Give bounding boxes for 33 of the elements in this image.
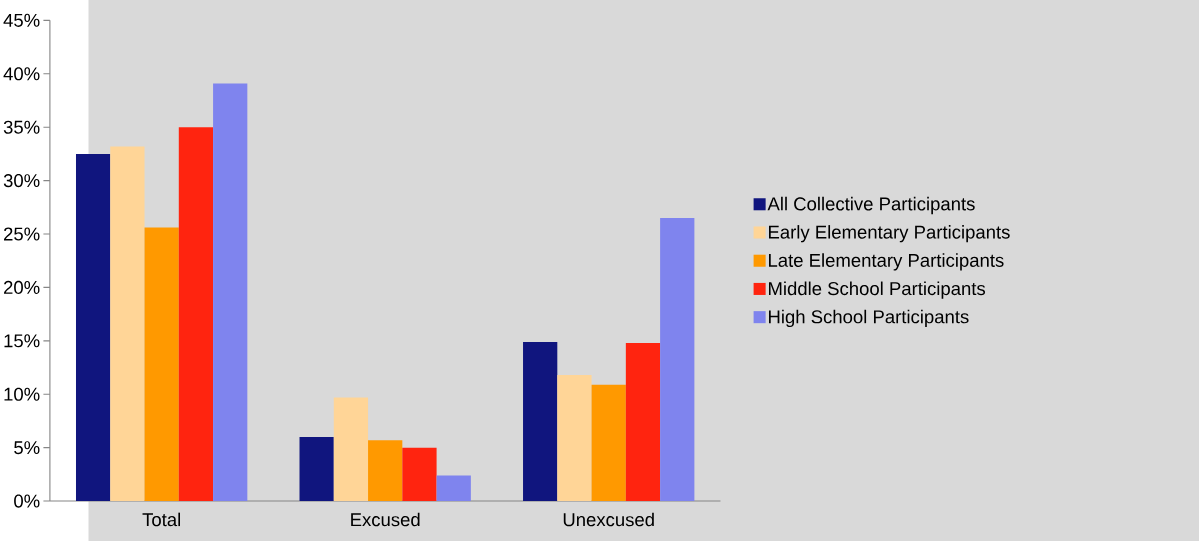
bar [178, 127, 214, 502]
bar [436, 475, 471, 502]
bar [557, 375, 592, 502]
legend-label: Middle School Participants [769, 281, 986, 299]
bar [402, 447, 437, 502]
y-tick-label: 15% [4, 334, 40, 348]
x-tick-label: Excused [351, 512, 420, 527]
x-tick-label: Total [142, 512, 181, 527]
bar [523, 341, 558, 502]
bar [591, 384, 626, 502]
bar [625, 343, 661, 502]
y-tick-label: 0% [14, 494, 40, 508]
bar [368, 440, 403, 502]
legend-label: Early Elementary Participants [769, 225, 1010, 243]
bar [144, 227, 179, 502]
bar [660, 218, 695, 502]
x-tick-label: Unexcused [563, 512, 654, 527]
bar [213, 83, 248, 502]
y-tick-label: 30% [3, 174, 40, 188]
bar [75, 153, 111, 502]
y-tick-label: 45% [3, 13, 40, 27]
y-tick-label: 25% [4, 227, 40, 241]
bar [110, 146, 145, 502]
y-tick-label: 10% [4, 387, 40, 401]
y-tick-label: 35% [3, 120, 40, 134]
legend-label: Late Elementary Participants [769, 253, 1004, 271]
bar [333, 397, 369, 502]
y-tick-label: 40% [3, 67, 40, 81]
bar [299, 437, 334, 502]
y-tick-label: 20% [4, 280, 40, 295]
legend-label: All Collective Participants [767, 196, 975, 215]
y-tick-label: 5% [14, 441, 40, 455]
legend-label: High School Participants [769, 309, 969, 328]
